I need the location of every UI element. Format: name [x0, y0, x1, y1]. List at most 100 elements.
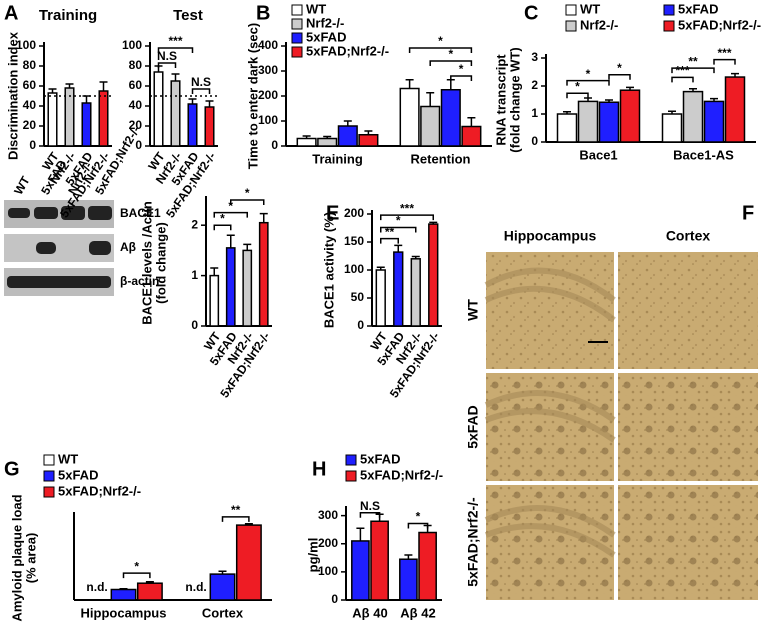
error-bar: [226, 234, 235, 248]
panel-label: G: [4, 458, 20, 480]
significance-label: *: [448, 47, 453, 61]
significance-label: **: [231, 503, 241, 517]
x-tick-label: Training: [312, 151, 363, 166]
significance-bracket: [407, 522, 429, 529]
bar: [399, 87, 420, 147]
chart: 0 1 2 3 C RNA transcript (fold change WT) Bace1…: [493, 1, 761, 162]
error-bar: [467, 117, 476, 127]
y-tick-label: 20: [129, 118, 143, 132]
y-tick-label: 200: [318, 536, 338, 550]
significance-bracket: [122, 572, 151, 579]
legend-swatch: [43, 470, 55, 482]
significance-label: *: [134, 559, 139, 573]
legend-label: 5xFAD;Nrf2-/-: [678, 17, 761, 32]
row-label: β-actin: [120, 274, 159, 288]
error-bar: [48, 88, 57, 93]
legend-swatch: [345, 454, 357, 466]
y-tick-label: 60: [23, 78, 37, 92]
bar: [577, 100, 599, 143]
y-tick-label: 100: [318, 564, 338, 578]
panel-label: A: [4, 2, 18, 24]
value-label: n.d.: [185, 580, 206, 594]
error-bar: [394, 244, 403, 253]
panel-label: E: [326, 202, 339, 224]
y-tick-label: 1: [531, 106, 538, 120]
y-axis-label: Time to enter dark (sec): [245, 23, 260, 169]
bar: [420, 105, 441, 147]
significance-label: ***: [717, 46, 731, 60]
significance-label: *: [575, 79, 580, 93]
error-bar: [302, 135, 311, 139]
significance-bracket: [671, 67, 715, 74]
bar: [440, 89, 461, 147]
row-label: Aβ: [120, 240, 136, 254]
micrograph: [618, 485, 758, 600]
chart: 0 100 200 300 Hpg/ml Aβ 40 Aβ 42 5xFAD5xFAD;Nrf…: [305, 451, 443, 620]
significance-bracket: [671, 76, 694, 83]
column-label: Hippocampus: [504, 228, 597, 244]
bar: [428, 223, 439, 327]
error-bar: [404, 554, 413, 560]
significance-bracket: [191, 88, 211, 94]
legend-label: 5xFAD: [306, 29, 346, 44]
significance-label: N.S: [360, 499, 380, 513]
significance-label: N.S: [191, 75, 211, 89]
error-bar: [65, 83, 74, 88]
bar: [317, 137, 338, 147]
significance-bracket: [713, 58, 736, 65]
significance-label: ***: [400, 201, 414, 215]
significance-bracket: [608, 74, 631, 80]
bar: [724, 76, 746, 143]
significance-label: ***: [168, 34, 182, 48]
column-label: Cortex: [666, 228, 711, 244]
error-bar: [243, 243, 252, 251]
legend-swatch: [291, 4, 303, 16]
value-label: n.d.: [86, 580, 107, 594]
y-axis-label: (% area): [23, 533, 38, 584]
legend-label: Nrf2-/-: [580, 17, 618, 32]
y-tick-label: 100: [344, 262, 364, 276]
error-bar: [244, 522, 253, 526]
legend-label: 5xFAD: [58, 467, 98, 482]
error-bar: [356, 527, 365, 541]
bar: [556, 113, 578, 143]
row-label: WT: [465, 299, 481, 321]
x-tick-label: Hippocampus: [81, 605, 167, 620]
bar: [461, 125, 482, 147]
y-tick-label: 150: [344, 234, 364, 248]
y-tick-label: 200: [344, 206, 364, 220]
y-tick-label: 200: [258, 88, 278, 102]
bar: [225, 247, 236, 327]
row-label: BACE1: [120, 206, 161, 220]
y-tick-label: 80: [23, 58, 37, 72]
bar: [170, 80, 181, 147]
blot-band: [88, 206, 112, 220]
y-tick-label: 300: [318, 508, 338, 522]
significance-bracket: [157, 47, 194, 53]
significance-label: *: [617, 61, 622, 75]
bar: [153, 71, 164, 147]
error-bar: [259, 212, 268, 223]
error-bar: [145, 581, 154, 584]
error-bar: [426, 92, 435, 107]
bar: [351, 540, 370, 601]
y-axis-label: RNA transcript: [493, 54, 508, 146]
panel-label: B: [256, 2, 270, 24]
y-tick-label: 40: [129, 98, 143, 112]
error-bar: [99, 81, 108, 91]
y-tick-label: 400: [258, 38, 278, 52]
significance-bracket: [359, 511, 381, 518]
y-tick-label: 100: [122, 38, 142, 52]
chart-title: Test: [173, 7, 203, 24]
significance-label: *: [228, 199, 233, 213]
legend-swatch: [43, 486, 55, 498]
significance-bracket: [213, 211, 248, 218]
blot-band: [8, 208, 30, 218]
y-axis-label: Amyloid plaque load: [9, 494, 24, 621]
significance-bracket: [380, 226, 417, 233]
blot-band: [61, 206, 85, 220]
bar: [410, 258, 421, 327]
error-bar: [429, 221, 438, 225]
